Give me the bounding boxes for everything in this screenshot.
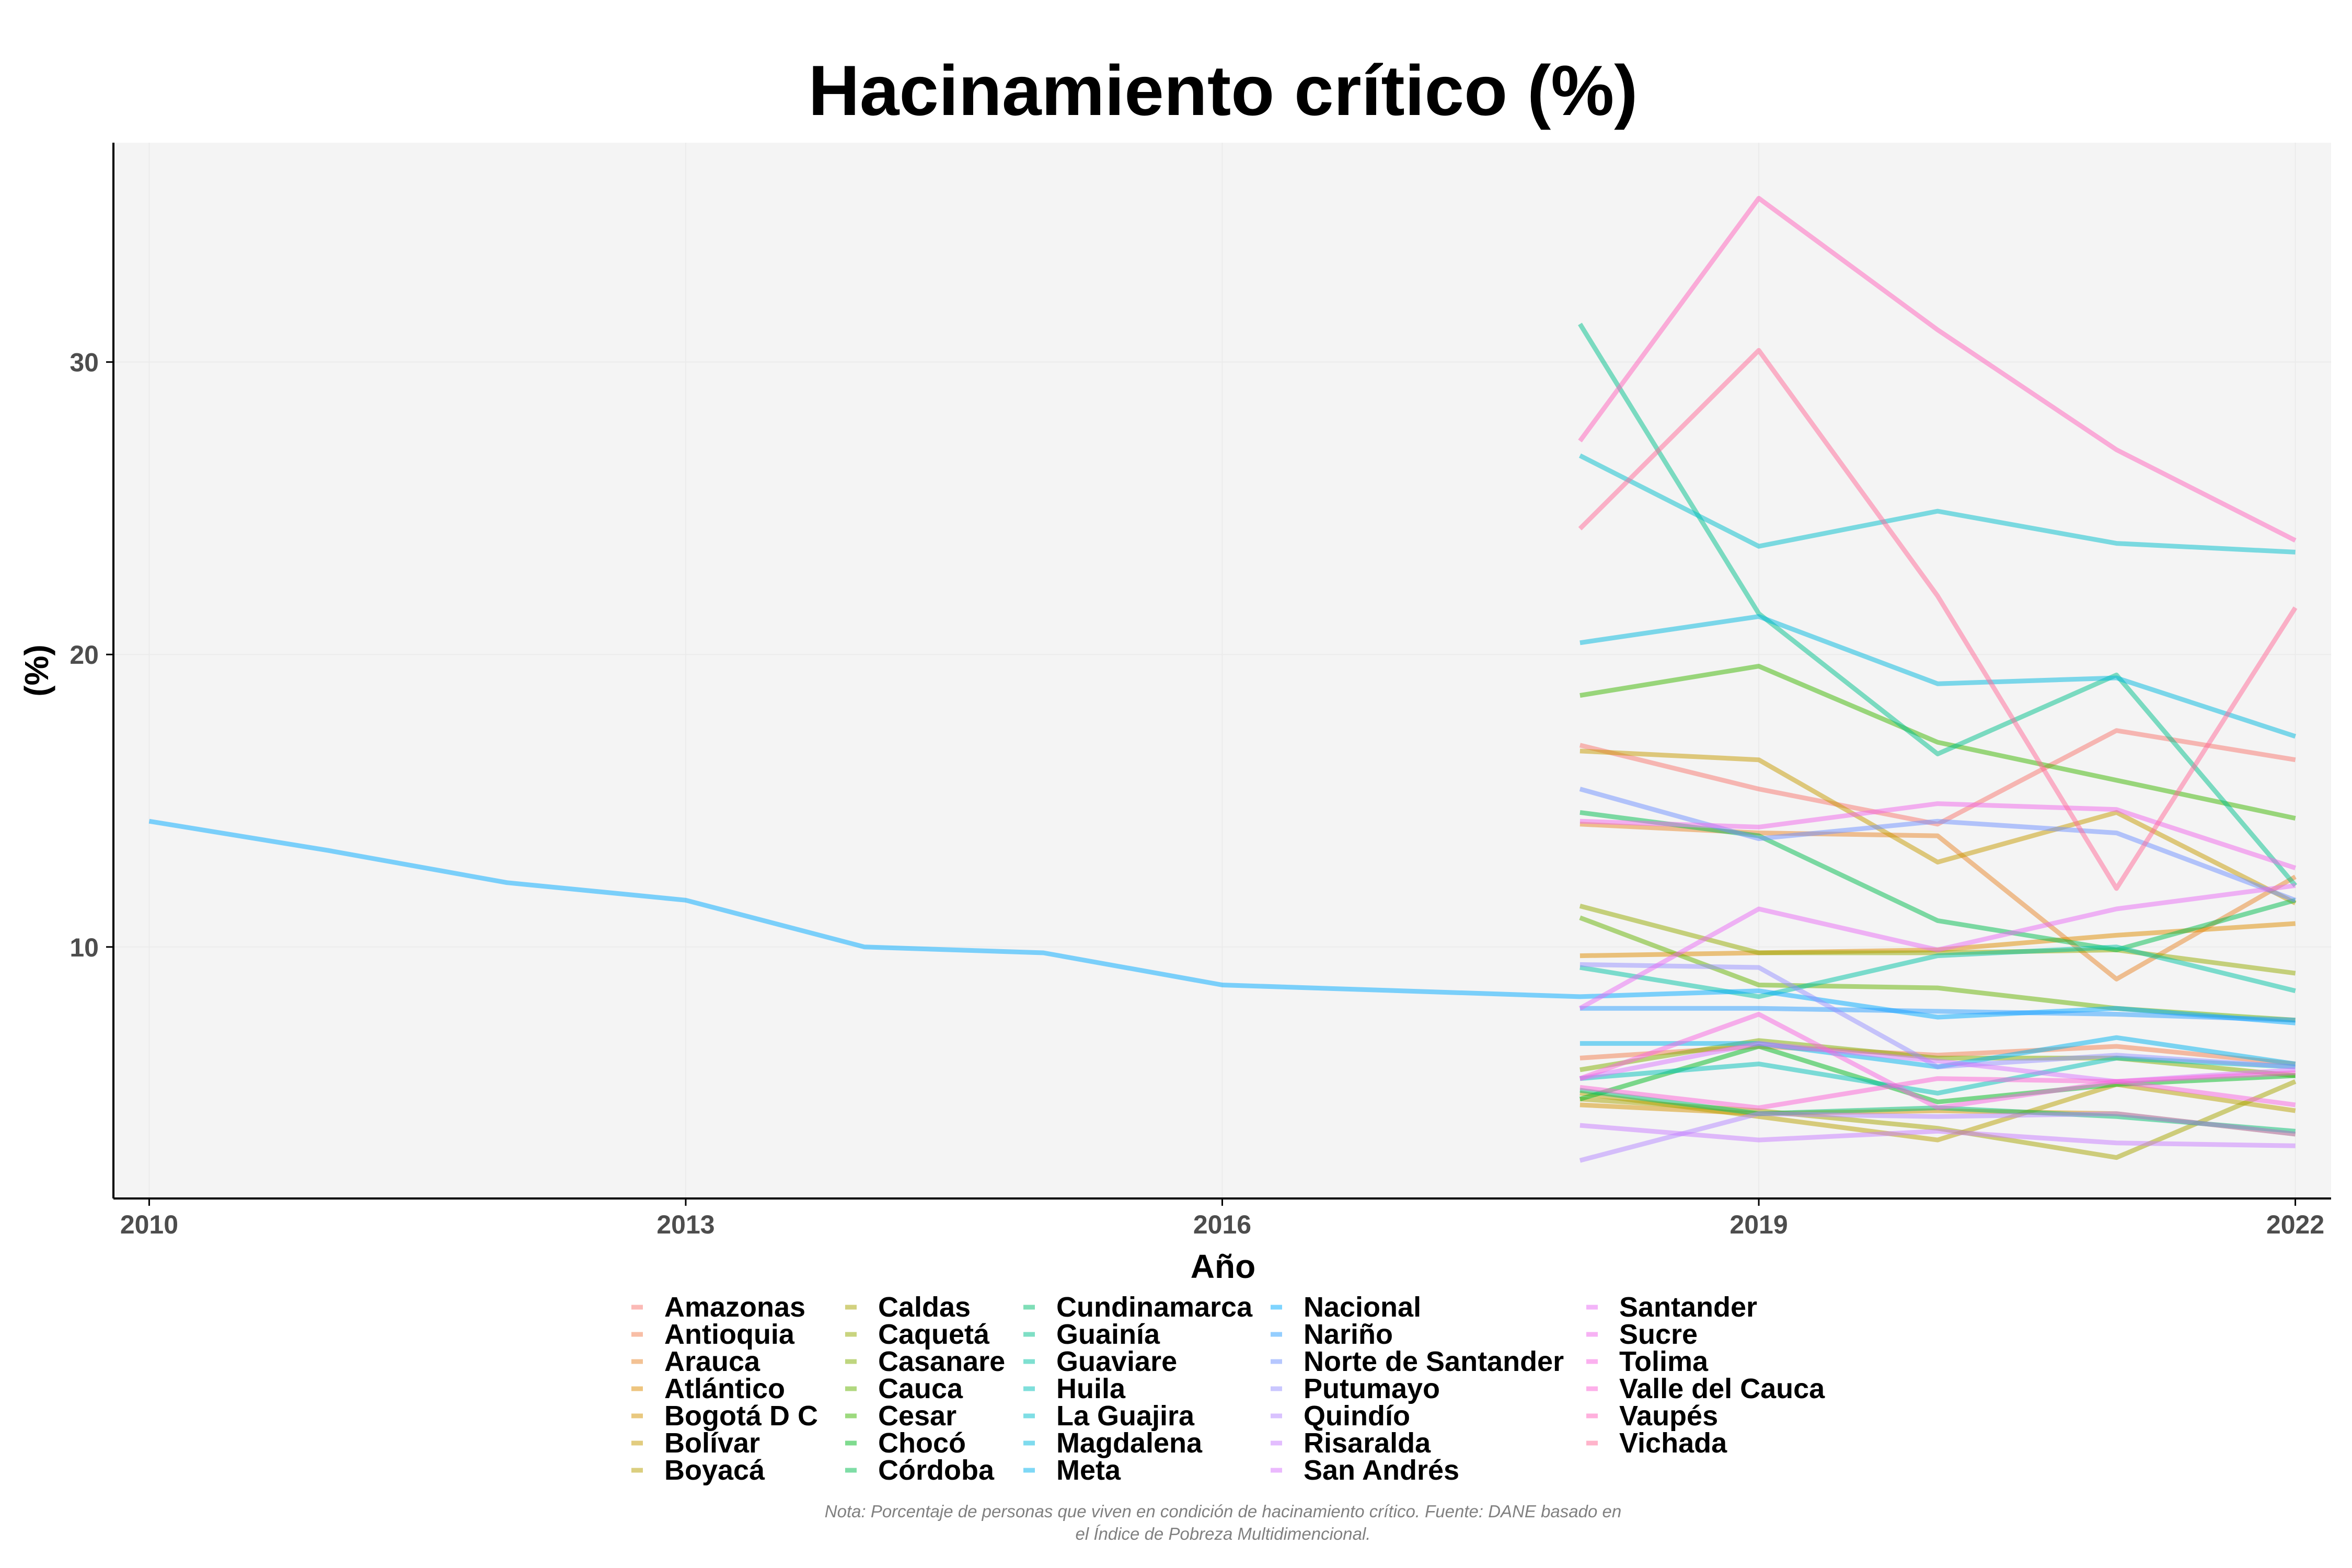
- legend-label-31: Tolima: [1619, 1346, 1709, 1377]
- legend-label-8: Caldas: [878, 1292, 971, 1323]
- x-tick-label: 2010: [120, 1210, 178, 1239]
- legend-label-30: Sucre: [1619, 1319, 1698, 1350]
- legend-label-3: Arauca: [664, 1346, 760, 1377]
- y-axis-title: (%): [18, 644, 55, 697]
- series-line-29: [1578, 883, 2296, 1011]
- x-axis-title: Año: [1191, 1248, 1255, 1285]
- series-line-1: [1579, 728, 2296, 827]
- series-line-19: [1578, 453, 2296, 555]
- series-line-17: [1579, 944, 2296, 999]
- legend-label-26: Quindío: [1304, 1400, 1410, 1432]
- legend-label-1: Amazonas: [664, 1292, 805, 1323]
- legend-label-24: Norte de Santander: [1304, 1346, 1564, 1377]
- series-line-32: [1579, 1070, 2296, 1110]
- series-line-13: [1579, 1044, 2296, 1104]
- legend-label-15: Cundinamarca: [1056, 1292, 1253, 1323]
- legend-label-25: Putumayo: [1304, 1373, 1440, 1404]
- series-line-27: [1579, 1123, 2296, 1148]
- legend-label-27: Risaralda: [1304, 1427, 1431, 1459]
- caption-line-2: el Índice de Pobreza Multidimencional.: [1076, 1524, 1371, 1543]
- legend-label-17: Guaviare: [1056, 1346, 1177, 1377]
- series-line-9: [1579, 904, 2296, 976]
- series-line-20: [1579, 614, 2296, 739]
- legend-label-13: Chocó: [878, 1427, 966, 1459]
- legend-label-5: Bogotá D C: [664, 1400, 818, 1432]
- series-line-24: [1579, 787, 2297, 903]
- series-line-14: [1579, 810, 2296, 952]
- series-line-26: [1579, 1111, 2296, 1163]
- series-line-31: [1579, 1012, 2296, 1110]
- legend-label-18: Huila: [1056, 1373, 1126, 1404]
- legend-label-23: Nariño: [1304, 1319, 1393, 1350]
- legend-label-6: Bolívar: [664, 1427, 760, 1459]
- series-lines: [148, 195, 2298, 1163]
- series-line-30: [1579, 801, 2296, 870]
- series-line-6: [1579, 748, 2297, 905]
- y-tick-label: 30: [70, 348, 99, 377]
- x-tick-label: 2022: [2266, 1210, 2324, 1239]
- legend-label-19: La Guajira: [1056, 1400, 1195, 1432]
- legend-label-34: Vichada: [1619, 1427, 1727, 1459]
- legend-label-11: Cauca: [878, 1373, 963, 1404]
- legend-label-20: Magdalena: [1056, 1427, 1203, 1459]
- y-tick-label: 10: [70, 933, 99, 962]
- series-line-10: [1579, 1038, 2296, 1078]
- legend-label-22: Nacional: [1304, 1292, 1421, 1323]
- series-line-25: [1579, 962, 2296, 1069]
- x-tick-label: 2013: [656, 1210, 714, 1239]
- caption-line-1: Nota: Porcentaje de personas que viven e…: [825, 1502, 1621, 1521]
- legend-label-10: Casanare: [878, 1346, 1005, 1377]
- legend-label-32: Valle del Cauca: [1619, 1373, 1825, 1404]
- legend-label-12: Cesar: [878, 1400, 956, 1432]
- axis-ticks: 2010 2013 2016 2019 2022 10 20 30: [70, 348, 2324, 1239]
- legend-label-29: Santander: [1619, 1292, 1757, 1323]
- legend-label-28: San Andrés: [1304, 1455, 1459, 1486]
- legend-label-4: Atlántico: [664, 1373, 785, 1404]
- series-line-33: [1578, 195, 2297, 543]
- legend-label-9: Caquetá: [878, 1319, 990, 1350]
- chart-title: Hacinamiento crítico (%): [809, 51, 1638, 130]
- legend-label-2: Antioquia: [664, 1319, 795, 1350]
- series-line-22: [148, 818, 2296, 1025]
- x-tick-label: 2019: [1730, 1210, 1788, 1239]
- legend-label-33: Vaupés: [1619, 1400, 1718, 1432]
- legend-label-21: Meta: [1056, 1455, 1121, 1486]
- series-line-34: [1578, 348, 2298, 891]
- series-line-23: [1579, 1006, 2296, 1023]
- legend-label-7: Boyacá: [664, 1455, 765, 1486]
- legend-label-16: Guainía: [1056, 1319, 1160, 1350]
- y-tick-label: 20: [70, 640, 99, 670]
- x-tick-label: 2016: [1193, 1210, 1251, 1239]
- legend-label-14: Córdoba: [878, 1455, 995, 1486]
